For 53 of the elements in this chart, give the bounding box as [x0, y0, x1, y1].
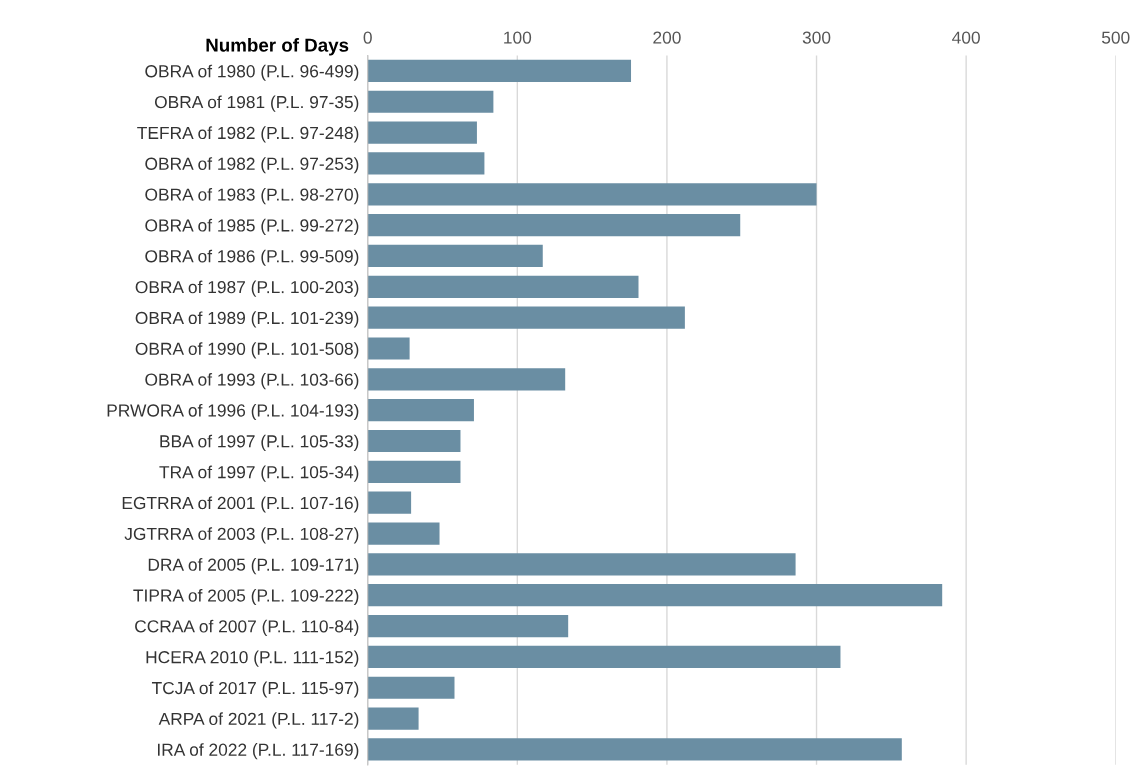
bar	[367, 306, 685, 329]
bar	[367, 707, 419, 730]
y-tick-label: OBRA of 1985 (P.L. 99-272)	[145, 218, 359, 236]
bar	[367, 59, 632, 83]
y-tick-label: OBRA of 1986 (P.L. 99-509)	[145, 249, 359, 266]
y-tick-label: PRWORA of 1996 (P.L. 104-193)	[107, 403, 359, 421]
y-tick-label: OBRA of 1983 (P.L. 98-270)	[145, 188, 359, 205]
y-tick-label: OBRA of 1980 (P.L. 96-499)	[145, 64, 359, 81]
bar	[367, 645, 841, 668]
bar	[367, 553, 796, 576]
bar	[367, 399, 474, 422]
y-tick-label: DRA of 2005 (P.L. 109-171)	[148, 558, 359, 575]
bar	[367, 676, 455, 699]
bar	[367, 183, 817, 206]
y-tick-label: IRA of 2022 (P.L. 117-169)	[157, 743, 359, 760]
bar	[367, 90, 494, 113]
y-tick-label: CCRAA of 2007 (P.L. 110-84)	[135, 619, 359, 636]
bar	[367, 121, 477, 144]
x-tick-label: 300	[802, 31, 831, 44]
y-tick-label: TEFRA of 1982 (P.L. 97-248)	[137, 126, 359, 143]
y-tick-label: OBRA of 1981 (P.L. 97-35)	[154, 95, 359, 112]
bar	[367, 460, 461, 483]
bar	[367, 152, 485, 175]
x-tick-label: 400	[952, 31, 980, 44]
y-tick-label: OBRA of 1993 (P.L. 103-66)	[145, 373, 359, 390]
y-tick-label: OBRA of 1982 (P.L. 97-253)	[145, 157, 359, 174]
bar	[367, 429, 461, 453]
y-tick-label: TCJA of 2017 (P.L. 115-97)	[151, 681, 359, 698]
bar	[367, 214, 741, 237]
y-tick-label: TIPRA of 2005 (P.L. 109-222)	[133, 588, 359, 606]
bar	[367, 522, 440, 545]
y-tick-label: BBA of 1997 (P.L. 105-33)	[160, 434, 359, 451]
y-tick-label: HCERA 2010 (P.L. 111-152)	[146, 650, 359, 667]
y-tick-label: OBRA of 1989 (P.L. 101-239)	[135, 311, 359, 328]
y-tick-label: ARPA of 2021 (P.L. 117-2)	[158, 712, 359, 729]
bar	[367, 584, 943, 607]
y-tick-label: OBRA of 1990 (P.L. 101-508)	[135, 342, 359, 359]
y-tick-label: JGTRRA of 2003 (P.L. 108-27)	[124, 527, 359, 544]
x-tick-label: 0	[363, 31, 372, 44]
y-tick-label: TRA of 1997 (P.L. 105-34)	[159, 465, 359, 482]
bar	[367, 491, 412, 514]
x-tick-label: 100	[504, 31, 532, 44]
x-tick-label: 500	[1101, 31, 1130, 44]
bar	[367, 244, 543, 268]
y-tick-label: OBRA of 1987 (P.L. 100-203)	[135, 280, 359, 297]
x-axis-title: Number of Days	[206, 38, 349, 56]
y-tick-label: EGTRRA of 2001 (P.L. 107-16)	[122, 496, 359, 513]
bar	[367, 738, 902, 761]
bar	[367, 368, 566, 391]
bar	[367, 614, 569, 638]
bar	[367, 337, 410, 360]
x-tick-label: 200	[653, 31, 681, 44]
bar	[367, 275, 639, 298]
